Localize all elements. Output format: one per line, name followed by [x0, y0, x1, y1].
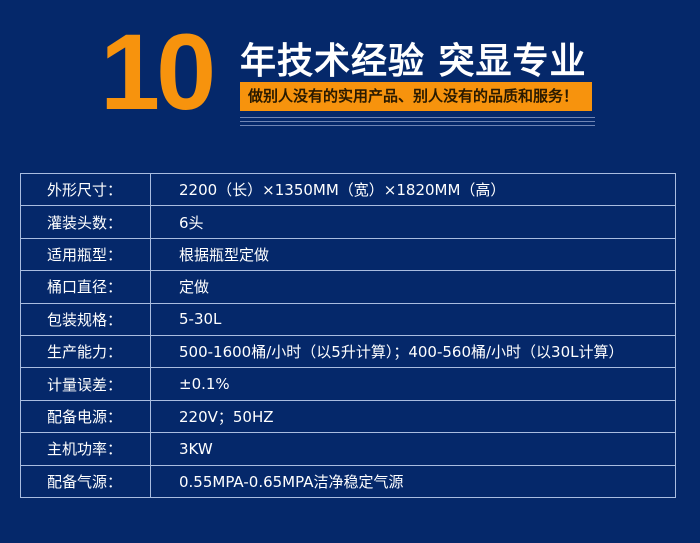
banner-headline: 年技术经验 突显专业	[240, 41, 587, 82]
spec-row: 生产能力： 500-1600桶/小时（以5升计算）；400-560桶/小时（以30…	[20, 334, 676, 369]
spec-value: 220V；50HZ	[150, 399, 676, 434]
spec-row: 计量误差： ±0.1%	[20, 367, 676, 401]
spec-row: 配备气源： 0.55MPA-0.65MPA洁净稳定气源	[20, 464, 676, 498]
spec-label: 灌装头数：	[20, 205, 151, 239]
spec-row: 配备电源： 220V；50HZ	[20, 399, 676, 434]
spec-row: 外形尺寸： 2200（长）×1350MM（宽）×1820MM（高）	[20, 172, 676, 207]
spec-value: 定做	[150, 270, 676, 304]
spec-value: 6头	[150, 205, 676, 239]
decorative-fine-text	[240, 117, 595, 129]
spec-row: 包装规格： 5-30L	[20, 302, 676, 336]
spec-label: 生产能力：	[20, 334, 151, 369]
spec-value: 0.55MPA-0.65MPA洁净稳定气源	[150, 464, 676, 498]
spec-row: 适用瓶型： 根据瓶型定做	[20, 237, 676, 272]
spec-row: 桶口直径： 定做	[20, 270, 676, 304]
banner-slogan: 做别人没有的实用产品、别人没有的品质和服务！	[240, 82, 592, 111]
spec-row: 主机功率： 3KW	[20, 432, 676, 466]
spec-row: 灌装头数： 6头	[20, 205, 676, 239]
spec-value: 500-1600桶/小时（以5升计算）；400-560桶/小时（以30L计算）	[150, 334, 676, 369]
spec-label: 包装规格：	[20, 302, 151, 336]
spec-value: ±0.1%	[150, 367, 676, 401]
spec-table: 外形尺寸： 2200（长）×1350MM（宽）×1820MM（高） 灌装头数： 6头适…	[20, 172, 676, 498]
spec-label: 配备电源：	[20, 399, 151, 434]
banner-number: 10	[100, 11, 216, 132]
spec-label: 适用瓶型：	[20, 237, 151, 272]
spec-value: 3KW	[150, 432, 676, 466]
spec-label: 外形尺寸：	[20, 172, 151, 207]
spec-value: 2200（长）×1350MM（宽）×1820MM（高）	[150, 172, 676, 207]
spec-value: 5-30L	[150, 302, 676, 336]
spec-label: 桶口直径：	[20, 270, 151, 304]
spec-label: 计量误差：	[20, 367, 151, 401]
spec-value: 根据瓶型定做	[150, 237, 676, 272]
spec-label: 主机功率：	[20, 432, 151, 466]
spec-label: 配备气源：	[20, 464, 151, 498]
